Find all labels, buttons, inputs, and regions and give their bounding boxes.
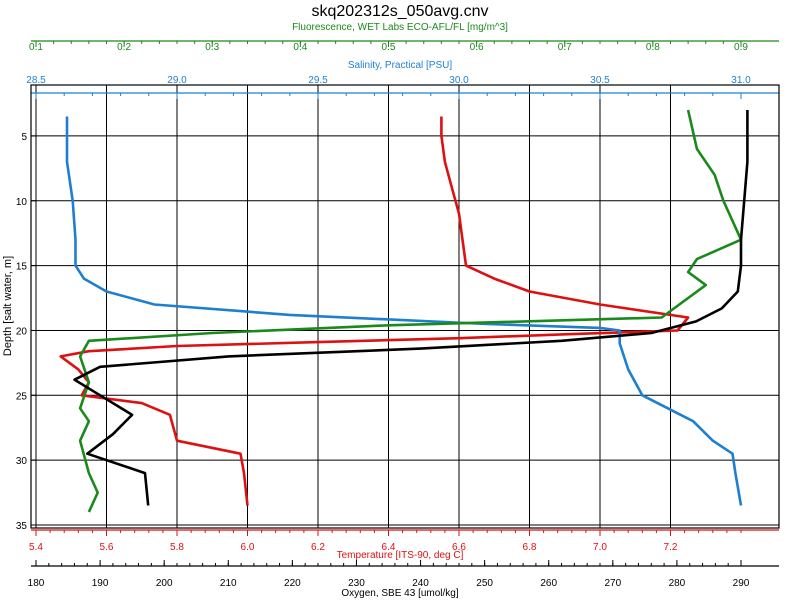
oxy-tick-label: 290 <box>733 578 750 589</box>
temp-tick-label: 5.8 <box>170 542 184 553</box>
sal-tick-label: 30.0 <box>449 75 469 86</box>
oxy-tick-label: 240 <box>412 578 429 589</box>
fluor-tick-label: 0.7 <box>558 42 572 53</box>
oxy-tick-label: 200 <box>156 578 173 589</box>
temp-tick-label: 7.2 <box>664 542 678 553</box>
plot-frame <box>30 84 780 529</box>
temp-tick-label: 6.0 <box>241 542 255 553</box>
oxy-axis-label: Oxygen, SBE 43 [umol/kg] <box>341 588 459 599</box>
sal-series-line <box>65 116 743 506</box>
grid <box>31 85 779 528</box>
sal-tick-label: 29.5 <box>308 75 328 86</box>
fluor-axis-label: Fluorescence, WET Labs ECO-AFL/FL [mg/m^… <box>292 22 508 33</box>
fluor-tick-label: 0.1 <box>29 42 43 53</box>
oxy-series-line <box>73 110 749 506</box>
oxy-tick-label: 180 <box>28 578 45 589</box>
y-tick-label: 20 <box>16 326 28 337</box>
sal-axis-label: Salinity, Practical [PSU] <box>348 60 453 71</box>
y-tick-label: 5 <box>21 132 27 143</box>
fluor-tick-label: 0.3 <box>205 42 219 53</box>
fluor-tick-label: 0.6 <box>470 42 484 53</box>
oxy-tick-label: 260 <box>540 578 557 589</box>
temp-tick-label: 5.6 <box>100 542 114 553</box>
oxy-tick-label: 280 <box>669 578 686 589</box>
fluor-tick-label: 0.4 <box>293 42 307 53</box>
temp-tick-label: 7.0 <box>593 542 607 553</box>
sal-tick-label: 31.0 <box>731 75 751 86</box>
y-tick-label: 30 <box>16 456 28 467</box>
temp-tick-label: 5.4 <box>29 542 43 553</box>
oxy-tick-label: 230 <box>348 578 365 589</box>
oxy-tick-label: 190 <box>92 578 109 589</box>
sal-tick-label: 28.5 <box>26 75 46 86</box>
temp-series-line <box>59 116 690 506</box>
data-series <box>59 109 749 513</box>
temp-axis-label: Temperature [ITS-90, deg C] <box>337 550 464 561</box>
fluor-tick-label: 0.9 <box>734 42 748 53</box>
sal-tick-label: 30.5 <box>590 75 610 86</box>
fluor-tick-label: 0.8 <box>646 42 660 53</box>
sal-tick-label: 29.0 <box>167 75 187 86</box>
y-axis-label: Depth [salt water, m] <box>2 256 14 356</box>
oxy-tick-label: 220 <box>284 578 301 589</box>
oxy-tick-label: 210 <box>220 578 237 589</box>
temp-tick-label: 6.2 <box>311 542 325 553</box>
fluor-series-line <box>78 109 743 513</box>
y-tick-label: 35 <box>16 521 28 532</box>
oxy-tick-label: 270 <box>604 578 621 589</box>
temp-tick-label: 6.6 <box>452 542 466 553</box>
temp-tick-label: 6.8 <box>523 542 537 553</box>
axes: 5 10 15 20 25 30 35 0.1 0.2 0.3 0.4 0.5 0.6 0.7 0.8 0.9… <box>16 22 779 599</box>
oxy-tick-label: 250 <box>476 578 493 589</box>
fluor-tick-label: 0.2 <box>117 42 131 53</box>
y-tick-label: 25 <box>16 391 28 402</box>
temp-tick-label: 6.4 <box>382 542 396 553</box>
y-tick-label: 10 <box>16 197 28 208</box>
y-tick-label: 15 <box>16 262 28 273</box>
chart-title: skq202312s_050avg.cnv <box>311 3 488 20</box>
fluor-tick-label: 0.5 <box>382 42 396 53</box>
